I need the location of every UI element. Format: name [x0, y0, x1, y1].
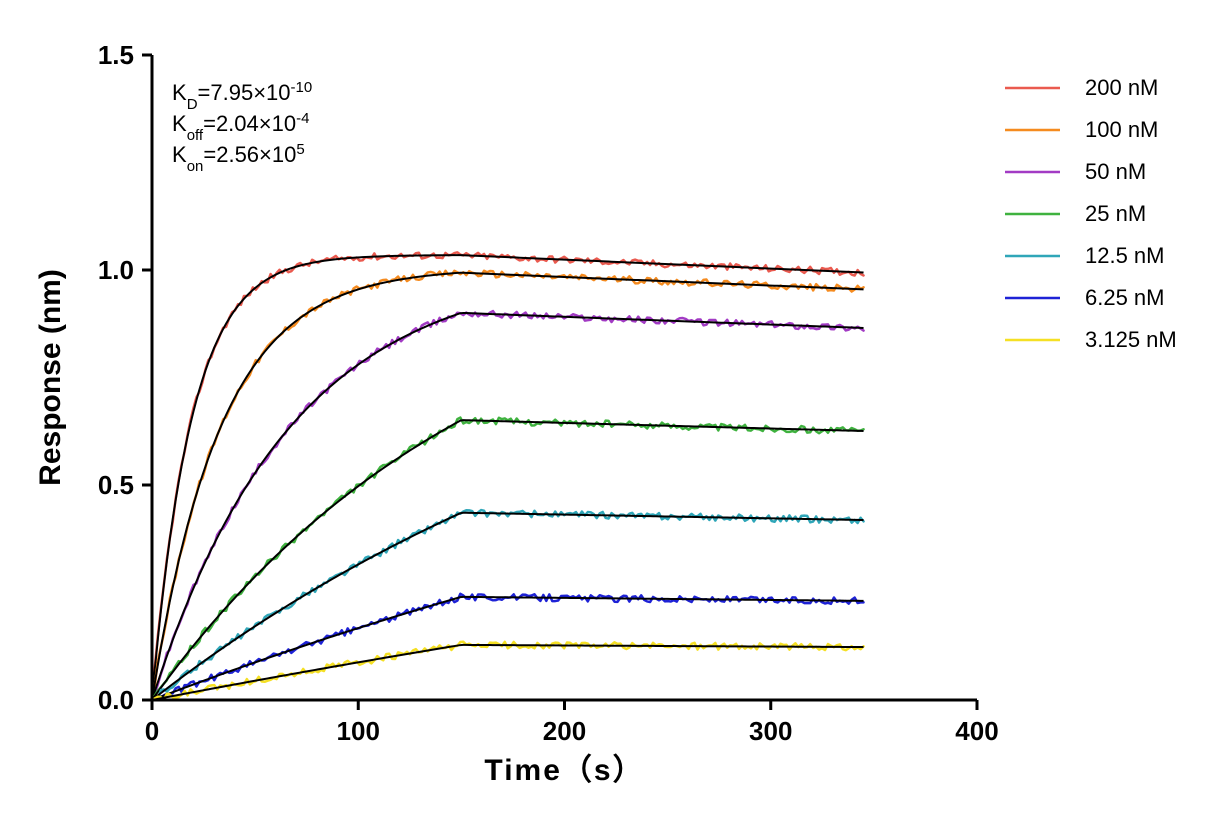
- legend-label: 100 nM: [1085, 117, 1158, 142]
- series-fit-100nM: [152, 273, 864, 700]
- legend-label: 200 nM: [1085, 75, 1158, 100]
- legend-label: 12.5 nM: [1085, 243, 1165, 268]
- series-data-3.125nM: [152, 642, 864, 700]
- series-data-25nM: [152, 418, 864, 699]
- kinetic-constant-annotation: KD=7.95×10-10: [172, 79, 312, 113]
- x-tick-label: 100: [337, 716, 380, 746]
- y-tick-label: 0.5: [98, 470, 134, 500]
- y-tick-label: 0.0: [98, 685, 134, 715]
- series-data-12.5nM: [152, 510, 864, 700]
- series-fit-50nM: [152, 313, 864, 700]
- x-tick-label: 400: [955, 716, 998, 746]
- series-fit-3.125nM: [152, 645, 864, 700]
- y-tick-label: 1.5: [98, 40, 134, 70]
- y-axis-title: Response (nm): [34, 269, 67, 486]
- x-tick-label: 200: [543, 716, 586, 746]
- y-tick-label: 1.0: [98, 255, 134, 285]
- series-fit-200nM: [152, 255, 864, 700]
- series-data-100nM: [152, 271, 864, 700]
- binding-kinetics-chart: 0 100 200 300 400 0.0 0.5 1.0 1.5 Time（s） Response…: [0, 0, 1231, 825]
- curves-group: [152, 252, 864, 700]
- series-data-50nM: [152, 311, 864, 700]
- x-tick-label: 300: [749, 716, 792, 746]
- legend-label: 3.125 nM: [1085, 327, 1177, 352]
- series-fit-12.5nM: [152, 513, 864, 700]
- legend-label: 50 nM: [1085, 159, 1146, 184]
- kinetic-constant-annotation: Koff=2.04×10-4: [172, 110, 309, 144]
- x-tick-label: 0: [145, 716, 159, 746]
- x-axis-title: Time（s）: [484, 753, 644, 787]
- legend-label: 6.25 nM: [1085, 285, 1165, 310]
- series-data-200nM: [152, 252, 864, 697]
- kinetic-constant-annotation: Kon=2.56×105: [172, 141, 305, 175]
- chart-svg: 0 100 200 300 400 0.0 0.5 1.0 1.5 Time（s） Response…: [0, 0, 1231, 825]
- legend-label: 25 nM: [1085, 201, 1146, 226]
